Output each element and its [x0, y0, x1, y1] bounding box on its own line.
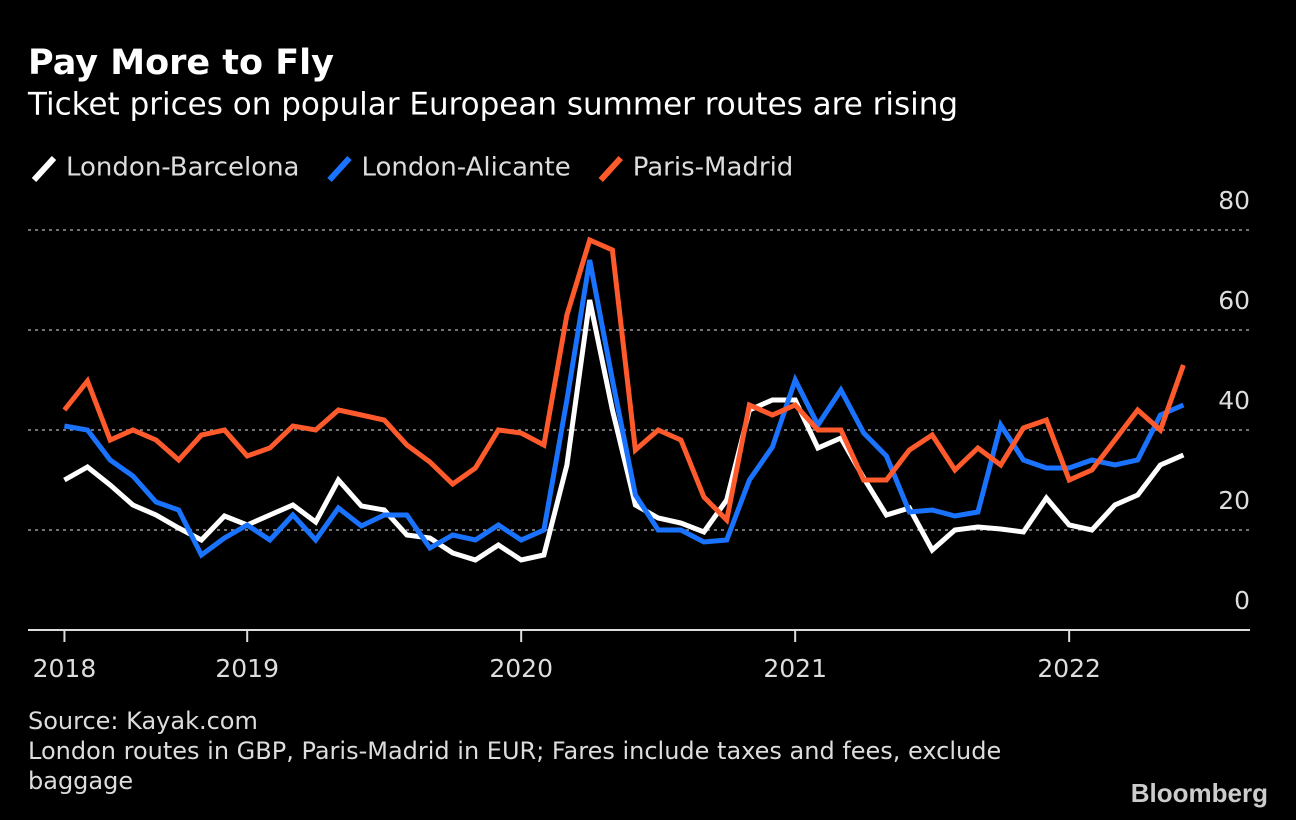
- x-tick-label: 2022: [1037, 654, 1101, 683]
- series-line: [63, 299, 1185, 563]
- y-tick-label: 20: [1218, 486, 1250, 515]
- x-tick-label: 2018: [33, 654, 97, 683]
- series-line: [62, 236, 1186, 526]
- note: London routes in GBP, Paris-Madrid in EU…: [28, 737, 1002, 795]
- series-line: [63, 259, 1185, 559]
- y-tick-label: 0: [1234, 586, 1250, 615]
- brand: Bloomberg: [1131, 778, 1268, 808]
- y-tick-label: 40: [1218, 386, 1250, 415]
- chart-subtitle: Ticket prices on popular European summer…: [27, 87, 958, 123]
- chart-title: Pay More to Fly: [28, 43, 334, 83]
- y-tick-label: 80: [1218, 186, 1250, 215]
- legend-swatch: [327, 155, 352, 183]
- source: Source: Kayak.com: [28, 707, 258, 735]
- note-box: London routes in GBP, Paris-Madrid in EU…: [28, 737, 1002, 795]
- legend-swatch: [31, 155, 57, 183]
- y-tick-label: 60: [1218, 286, 1250, 315]
- legend-label: London-Barcelona: [66, 153, 299, 183]
- x-tick-label: 2019: [215, 654, 279, 683]
- x-tick-label: 2021: [763, 654, 827, 683]
- x-tick-label: 2020: [489, 654, 553, 683]
- legend-label: Paris-Madrid: [633, 153, 794, 183]
- legend-label: London-Alicante: [361, 153, 570, 183]
- legend-swatch: [598, 155, 623, 183]
